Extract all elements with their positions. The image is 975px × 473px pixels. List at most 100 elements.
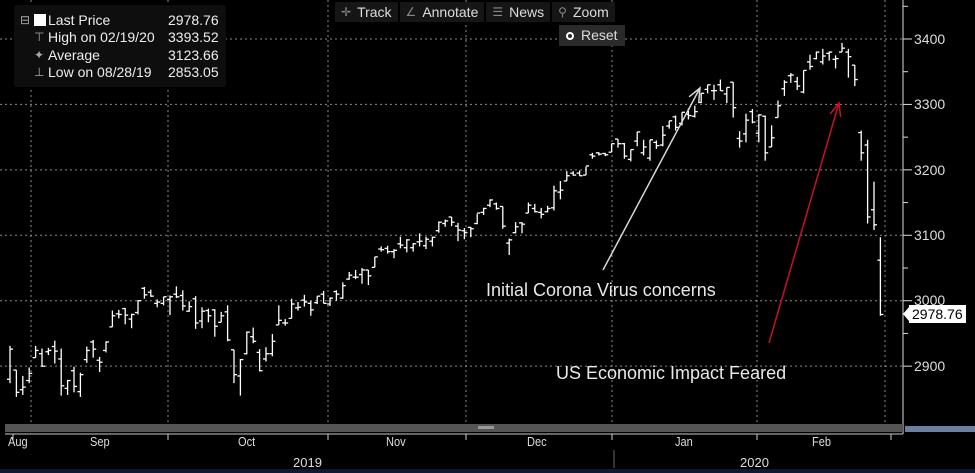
track-button[interactable]: ✛ Track [335, 2, 398, 22]
y-tick-3100: 3100 [914, 227, 946, 243]
ohlc-bar [365, 269, 372, 286]
ohlc-bar [461, 228, 468, 240]
ohlc-bar [231, 349, 237, 384]
scrollbar-track[interactable] [5, 424, 903, 432]
ohlc-bar [736, 131, 743, 148]
legend-last-price-value: 2978.76 [168, 12, 219, 28]
ohlc-bar [563, 171, 570, 182]
ohlc-bar [493, 202, 500, 210]
ohlc-bar [391, 249, 397, 259]
ohlc-bar [346, 271, 353, 280]
ohlc-bar [378, 246, 385, 252]
ohlc-bar [26, 367, 33, 384]
ohlc-bar [103, 341, 109, 353]
ohlc-bar [224, 305, 231, 342]
annotate-button[interactable]: ∠ Annotate [399, 2, 485, 22]
ohlc-bar [538, 207, 545, 219]
ohlc-bar [397, 236, 404, 249]
ohlc-bar [307, 300, 314, 316]
ohlc-bar [205, 308, 212, 323]
ohlc-bar [557, 180, 564, 200]
average-marker-icon: ✦ [34, 48, 45, 62]
legend-low-label: Low on 08/28/19 [48, 64, 152, 80]
ohlc-bar [723, 86, 730, 104]
x-month-jan: Jan [675, 434, 693, 449]
ohlc-bar [621, 143, 628, 159]
ohlc-bar [851, 64, 858, 87]
y-tick-3300: 3300 [914, 96, 946, 112]
ohlc-bar [39, 348, 45, 367]
x-month-feb: Feb [812, 434, 832, 449]
ohlc-bar [77, 372, 84, 397]
ohlc-bar [448, 216, 455, 227]
legend: ⊟ Last Price 2978.76 ⊤ High on 02/19/20 … [14, 5, 226, 87]
ohlc-bar [410, 243, 417, 252]
x-month-sep: Sep [90, 434, 110, 449]
ohlc-bar [755, 114, 762, 143]
magnifier-icon: ⚲ [558, 5, 567, 19]
track-label: Track [357, 4, 392, 20]
ohlc-bar [845, 48, 852, 78]
ohlc-bar [141, 286, 148, 299]
arrow-corona-head [688, 86, 701, 103]
ohlc-bar [109, 310, 116, 328]
ohlc-bar [115, 309, 122, 319]
ohlc-bar [499, 205, 506, 229]
news-button[interactable]: ☰ News [486, 2, 551, 22]
ohlc-bar [282, 319, 289, 326]
y-tick-3000: 3000 [914, 292, 946, 308]
ohlc-bar [314, 295, 321, 304]
ohlc-bar [199, 307, 205, 329]
mini-scroll-indicator [905, 426, 975, 432]
ohlc-bar [640, 139, 647, 156]
ohlc-bar [480, 207, 487, 216]
ohlc-bar [826, 51, 833, 61]
ohlc-bar [800, 69, 807, 94]
ohlc-bar [813, 51, 820, 60]
x-year-2019: 2019 [293, 455, 322, 470]
ohlc-bar [787, 73, 794, 83]
collapse-icon[interactable]: ⊟ [20, 13, 31, 27]
ohlc-bar [730, 81, 737, 118]
ohlc-bar [634, 131, 641, 147]
ohlc-bar [186, 301, 193, 312]
ohlc-bar [32, 345, 39, 359]
ohlc-bar [275, 305, 282, 326]
ohlc-bar [659, 126, 666, 147]
ohlc-bar [128, 313, 135, 329]
zoom-button[interactable]: ⚲ Zoom [552, 2, 615, 22]
reset-button[interactable]: Reset [559, 25, 625, 46]
ohlc-bar [506, 238, 513, 255]
ohlc-bar [218, 311, 225, 323]
ohlc-bar [653, 140, 660, 149]
x-month-nov: Nov [386, 434, 406, 449]
news-label: News [509, 4, 545, 20]
ohlc-bar [13, 369, 20, 397]
ohlc-bar [135, 300, 141, 315]
legend-high-value: 3393.52 [168, 29, 219, 45]
ohlc-bar [749, 109, 756, 124]
ohlc-bar [717, 79, 724, 92]
y-tick-2900: 2900 [914, 358, 946, 374]
crosshair-icon: ✛ [341, 5, 352, 19]
ohlc-bar [192, 296, 199, 329]
ohlc-bar [608, 143, 615, 153]
ohlc-bar [743, 113, 749, 143]
ohlc-bar [64, 379, 71, 395]
ohlc-bar [122, 307, 129, 325]
bottom-strip [0, 469, 975, 473]
ohlc-bar [352, 269, 359, 280]
ohlc-bar [864, 139, 871, 224]
ohlc-bar [871, 181, 877, 231]
ohlc-bar [333, 290, 340, 301]
chart-toolbar: ✛ Track ∠ Annotate ☰ News ⚲ Zoom [335, 2, 615, 22]
ohlc-bar [7, 345, 13, 384]
ohlc-bar [704, 84, 711, 94]
y-tick-3200: 3200 [914, 162, 946, 178]
scrollbar-grip-icon[interactable] [478, 426, 494, 429]
reset-label: Reset [581, 27, 618, 43]
ohlc-bar [544, 205, 551, 213]
ohlc-bar [832, 55, 839, 69]
ohlc-bar [429, 236, 436, 247]
ohlc-bar [327, 297, 333, 306]
